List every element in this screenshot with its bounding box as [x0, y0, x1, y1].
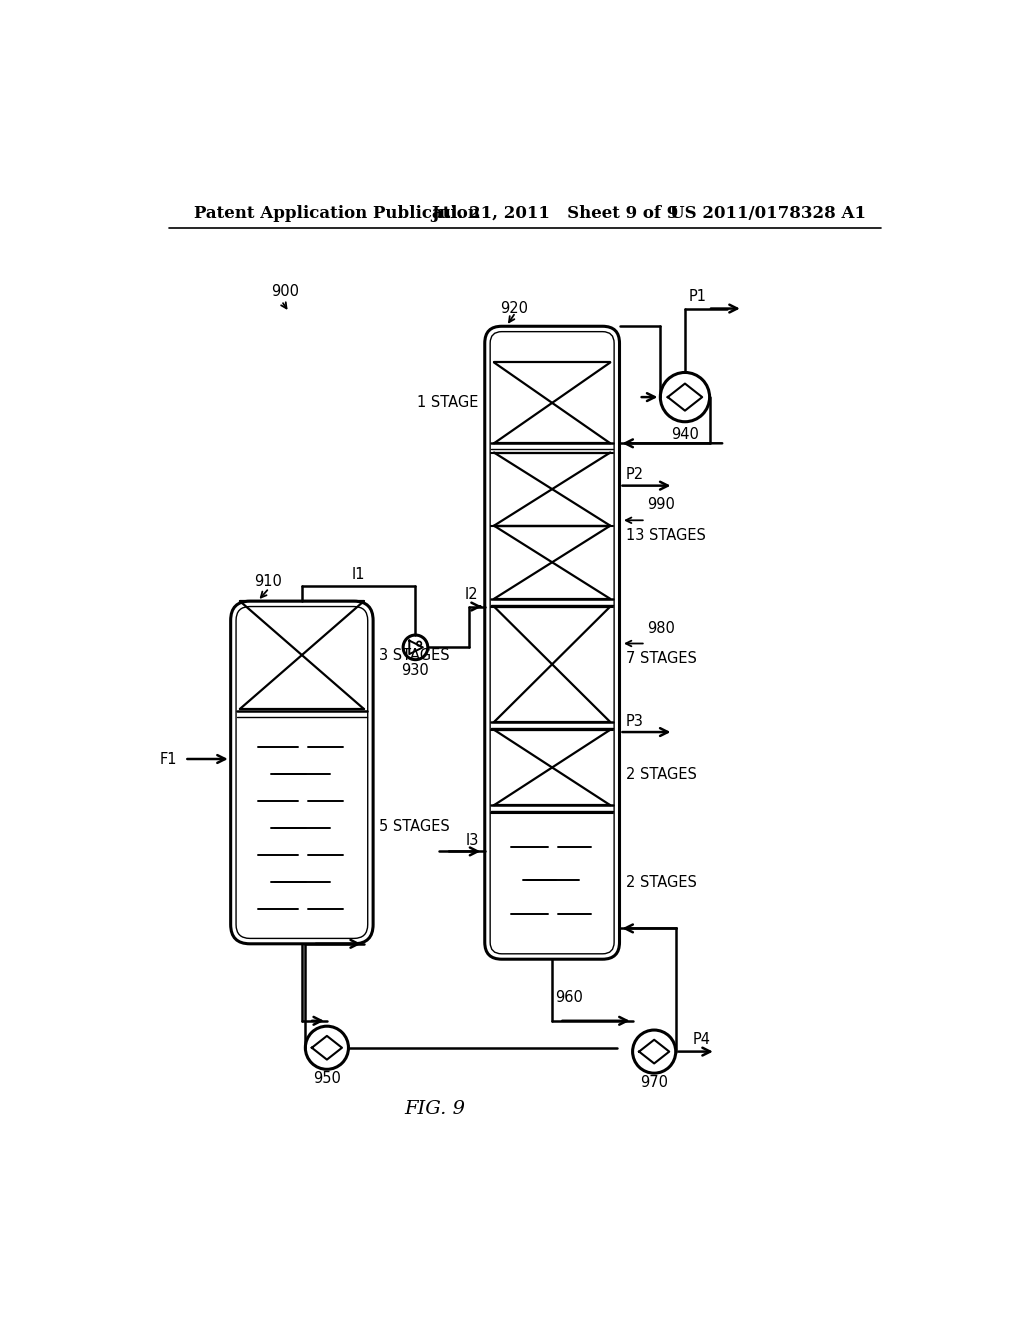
- Text: FIG. 9: FIG. 9: [403, 1101, 465, 1118]
- Text: 910: 910: [254, 574, 282, 590]
- Text: I1: I1: [351, 566, 366, 582]
- Text: 7 STAGES: 7 STAGES: [626, 651, 696, 667]
- Text: P3: P3: [626, 714, 643, 729]
- Text: Patent Application Publication: Patent Application Publication: [194, 206, 479, 222]
- Text: P1: P1: [689, 289, 707, 304]
- Text: 990: 990: [647, 498, 675, 512]
- Text: 1 STAGE: 1 STAGE: [417, 395, 478, 411]
- Text: 13 STAGES: 13 STAGES: [626, 528, 706, 544]
- Text: US 2011/0178328 A1: US 2011/0178328 A1: [670, 206, 865, 222]
- Text: I2: I2: [465, 587, 478, 602]
- Text: 900: 900: [271, 284, 299, 300]
- Text: 980: 980: [647, 620, 675, 636]
- Text: I3: I3: [465, 833, 478, 849]
- Text: Jul. 21, 2011   Sheet 9 of 9: Jul. 21, 2011 Sheet 9 of 9: [431, 206, 678, 222]
- Text: 920: 920: [500, 301, 528, 315]
- Text: 970: 970: [640, 1074, 669, 1090]
- Text: F1: F1: [160, 751, 177, 767]
- Text: 950: 950: [313, 1071, 341, 1086]
- Text: P2: P2: [626, 467, 644, 482]
- Text: P4: P4: [692, 1032, 711, 1047]
- Text: 940: 940: [671, 426, 699, 442]
- Text: 2 STAGES: 2 STAGES: [626, 875, 696, 890]
- Text: 3 STAGES: 3 STAGES: [379, 648, 450, 663]
- Text: 2 STAGES: 2 STAGES: [626, 767, 696, 781]
- Text: 960: 960: [556, 990, 584, 1006]
- Text: 930: 930: [401, 663, 429, 678]
- Text: 5 STAGES: 5 STAGES: [379, 820, 450, 834]
